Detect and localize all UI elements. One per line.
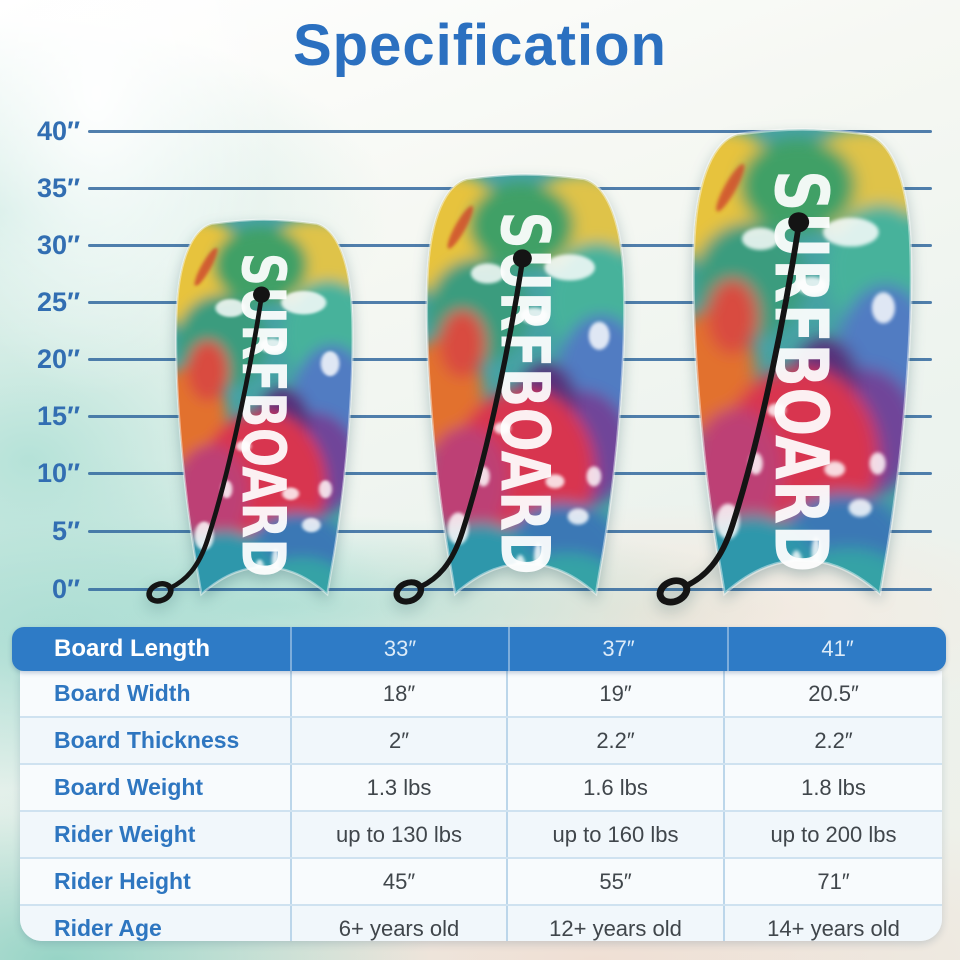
row-value: up to 160 lbs <box>506 812 723 857</box>
row-label: Rider Height <box>54 868 191 894</box>
bodyboard-large-41: SURFBOARD <box>634 121 924 617</box>
ruler-label: 15″ <box>37 400 80 431</box>
header-value-33: 33″ <box>290 627 508 671</box>
row-value: 1.8 lbs <box>723 765 942 810</box>
row-label: Rider Age <box>54 915 162 941</box>
ruler-tick-40: 40″ <box>16 116 932 146</box>
spec-table: Board Width 18″ 19″ 20.5″ Board Thicknes… <box>20 671 942 941</box>
table-row-board-weight: Board Weight 1.3 lbs 1.6 lbs 1.8 lbs <box>20 763 942 810</box>
row-value: 45″ <box>290 859 506 904</box>
ruler-label: 20″ <box>37 343 80 374</box>
ruler-label: 40″ <box>37 115 80 146</box>
ruler-line <box>88 587 932 591</box>
row-value: 2.2″ <box>506 718 723 763</box>
table-row-board-thickness: Board Thickness 2″ 2.2″ 2.2″ <box>20 716 942 763</box>
row-value: 71″ <box>723 859 942 904</box>
row-label: Board Weight <box>54 774 204 800</box>
table-row-rider-age: Rider Age 6+ years old 12+ years old 14+… <box>20 904 942 941</box>
row-value: up to 130 lbs <box>290 812 506 857</box>
row-value: 6+ years old <box>290 906 506 941</box>
ruler-tick-0: 0″ <box>16 574 932 604</box>
row-value: 2.2″ <box>723 718 942 763</box>
bodyboard-small-33: SURFBOARD <box>128 213 363 613</box>
ruler-label: 35″ <box>37 172 80 203</box>
ruler-label: 0″ <box>52 573 80 604</box>
page-title: Specification <box>293 13 667 78</box>
row-value: 20.5″ <box>723 671 942 716</box>
ruler-label: 25″ <box>37 286 80 317</box>
table-row-rider-weight: Rider Weight up to 130 lbs up to 160 lbs… <box>20 810 942 857</box>
row-label: Board Width <box>54 680 191 706</box>
table-row-board-width: Board Width 18″ 19″ 20.5″ <box>20 671 942 716</box>
row-value: 19″ <box>506 671 723 716</box>
row-value: 12+ years old <box>506 906 723 941</box>
row-value: 1.6 lbs <box>506 765 723 810</box>
row-label: Board Thickness <box>54 727 240 753</box>
row-value: 18″ <box>290 671 506 716</box>
spec-table-header-row: Board Length 33″ 37″ 41″ <box>12 627 946 671</box>
row-value: 2″ <box>290 718 506 763</box>
row-value: 55″ <box>506 859 723 904</box>
bodyboard-medium-37: SURFBOARD <box>373 167 636 615</box>
table-row-rider-height: Rider Height 45″ 55″ 71″ <box>20 857 942 904</box>
ruler-label: 30″ <box>37 229 80 260</box>
row-value: 1.3 lbs <box>290 765 506 810</box>
header-value-37: 37″ <box>508 627 727 671</box>
row-value: 14+ years old <box>723 906 942 941</box>
ruler-label: 5″ <box>52 515 80 546</box>
ruler-label: 10″ <box>37 457 80 488</box>
ruler-line <box>88 129 932 133</box>
header-label: Board Length <box>54 635 210 662</box>
row-label: Rider Weight <box>54 821 196 847</box>
row-value: up to 200 lbs <box>723 812 942 857</box>
header-value-41: 41″ <box>727 627 946 671</box>
